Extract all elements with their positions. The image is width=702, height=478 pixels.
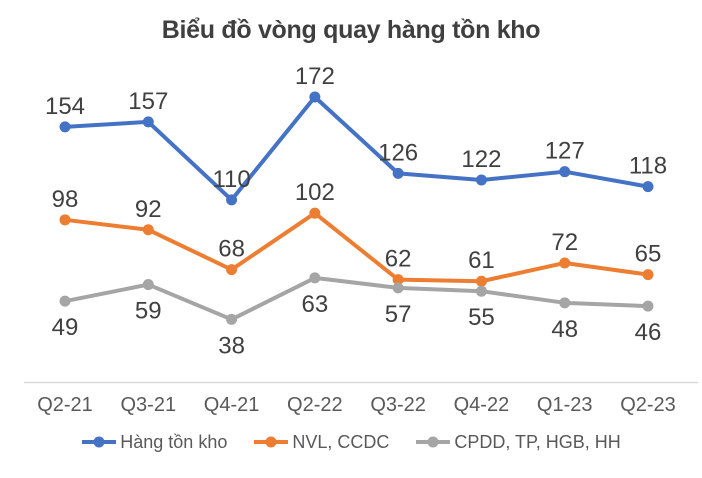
data-point — [392, 274, 404, 286]
data-label: 61 — [468, 247, 495, 274]
x-axis-label: Q4-22 — [454, 394, 510, 416]
data-label: 72 — [551, 229, 578, 256]
legend-item-label: Hàng tồn kho — [120, 431, 228, 452]
data-label: 110 — [212, 166, 250, 193]
legend-item: CPDD, TP, HGB, HH — [415, 431, 621, 453]
data-point — [559, 257, 571, 269]
data-point — [309, 91, 321, 103]
legend-marker-icon — [416, 436, 451, 448]
data-label: 65 — [635, 241, 662, 268]
data-label: 102 — [295, 179, 335, 206]
x-axis-label: Q2-21 — [37, 394, 93, 416]
data-point — [475, 275, 487, 287]
data-label: 62 — [385, 246, 412, 273]
data-label: 57 — [385, 301, 412, 328]
data-label: 38 — [218, 332, 245, 359]
x-axis-label: Q3-21 — [120, 394, 176, 416]
data-label: 49 — [52, 314, 79, 341]
data-point — [309, 207, 321, 219]
data-point — [559, 166, 571, 178]
data-point — [226, 264, 238, 276]
legend-item: NVL, CCDC — [253, 432, 389, 453]
data-point — [59, 214, 71, 226]
x-axis-label: Q3-22 — [370, 394, 426, 416]
data-point — [226, 313, 238, 325]
data-label: 118 — [629, 153, 667, 180]
data-label: 172 — [295, 63, 335, 90]
data-point — [642, 269, 654, 281]
data-point — [475, 174, 487, 186]
data-label: 122 — [461, 146, 501, 173]
data-label: 92 — [135, 196, 162, 223]
x-axis-label: Q2-23 — [620, 394, 676, 416]
data-point — [475, 285, 487, 297]
data-label: 63 — [302, 291, 329, 318]
data-point — [559, 297, 571, 309]
data-point — [642, 300, 654, 312]
data-point — [309, 272, 321, 284]
data-label: 127 — [545, 138, 585, 165]
series-line — [63, 94, 650, 202]
legend-marker-icon — [254, 436, 289, 448]
data-point — [142, 224, 154, 236]
series-line — [63, 275, 650, 322]
data-label: 154 — [45, 93, 85, 120]
data-label: 126 — [378, 139, 418, 166]
data-point — [59, 295, 71, 307]
data-point — [226, 194, 238, 206]
x-axis-label: Q1-23 — [537, 394, 593, 416]
x-axis-label: Q4-21 — [204, 394, 260, 416]
data-label: 48 — [551, 316, 578, 343]
series-line — [63, 211, 650, 284]
legend-item: Hàng tồn kho — [81, 432, 227, 453]
data-label: 46 — [635, 319, 662, 346]
data-label: 55 — [468, 304, 495, 331]
legend-marker-icon — [82, 436, 117, 448]
data-point — [142, 116, 154, 128]
chart-legend: Hàng tồn kho NVL, CCDC CPDD, TP, HGB, HH — [0, 429, 702, 455]
data-point — [642, 181, 654, 193]
legend-item-label: CPDD, TP, HGB, HH — [454, 431, 621, 452]
data-point — [392, 167, 404, 179]
chart-title: Biểu đồ vòng quay hàng tồn kho — [161, 16, 541, 44]
data-point — [142, 279, 154, 291]
data-point — [392, 282, 404, 294]
data-label: 98 — [52, 186, 79, 213]
data-label: 59 — [135, 298, 162, 325]
data-label: 68 — [218, 236, 245, 263]
data-point — [59, 121, 71, 133]
x-axis-label: Q2-22 — [287, 394, 343, 416]
data-label: 157 — [128, 88, 168, 115]
legend-item-label: NVL, CCDC — [292, 431, 390, 452]
